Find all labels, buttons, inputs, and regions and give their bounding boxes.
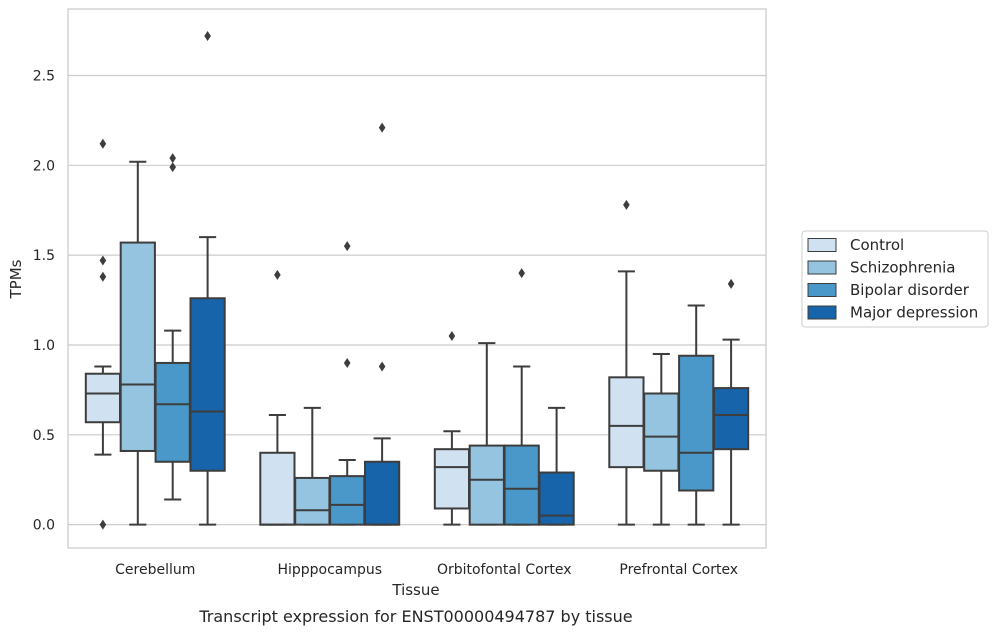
y-axis-label: TPMs <box>7 259 25 299</box>
x-axis-ticks: Cerebellum Hipppocampus Orbitofontal Corte… <box>115 562 738 578</box>
box <box>154 361 191 463</box>
outlier-point <box>623 199 630 210</box>
outlier-point <box>99 519 107 530</box>
legend-label: Major depression <box>850 304 978 322</box>
box-group <box>294 406 331 526</box>
outlier-point <box>99 138 107 149</box>
plot-frame <box>67 8 767 549</box>
box-group <box>84 138 122 530</box>
legend: Control Schizophrenia Bipolar disorder Majo… <box>801 230 989 328</box>
outlier-point <box>448 330 456 341</box>
box <box>503 444 540 526</box>
legend-swatch <box>807 305 837 320</box>
y-tick-label: 0.5 <box>33 428 55 444</box>
box-group <box>119 160 156 526</box>
box-group <box>329 241 366 526</box>
box <box>363 460 401 526</box>
outlier-point <box>343 241 351 252</box>
box <box>678 354 715 492</box>
box-group <box>643 352 680 526</box>
y-axis-ticks: 0.0 0.5 1.0 1.5 2.0 2.5 <box>33 68 55 533</box>
box <box>189 297 226 472</box>
y-tick-label: 0.0 <box>33 518 55 534</box>
box <box>433 448 471 510</box>
box <box>712 387 750 451</box>
box <box>329 475 366 526</box>
outlier-point <box>169 162 176 173</box>
box-group <box>154 153 191 501</box>
box-group <box>503 268 540 526</box>
legend-swatch <box>807 260 837 275</box>
legend-label: Control <box>850 236 904 254</box>
y-tick-label: 1.0 <box>33 338 55 354</box>
outlier-point <box>378 122 386 133</box>
box-group <box>608 199 645 526</box>
outlier-point <box>518 268 525 279</box>
legend-frame <box>801 230 989 328</box>
box-group <box>189 30 226 526</box>
legend-swatch <box>807 283 837 297</box>
y-tick-label: 2.5 <box>33 68 55 84</box>
box-group <box>363 122 401 526</box>
box <box>259 451 296 526</box>
x-tick-label: Hipppocampus <box>277 562 382 578</box>
box <box>468 444 505 526</box>
box-group <box>538 406 575 526</box>
outlier-point <box>169 153 176 164</box>
box <box>119 241 156 452</box>
outlier-point <box>343 357 351 368</box>
y-tick-label: 1.5 <box>33 248 55 264</box>
box-group <box>712 278 750 526</box>
boxes <box>84 30 750 530</box>
outlier-point <box>99 271 107 282</box>
x-tick-label: Orbitofontal Cortex <box>437 562 572 578</box>
chart-caption: Transcript expression for ENST0000049478… <box>198 607 632 626</box>
outlier-point <box>378 361 386 372</box>
outlier-point <box>274 269 281 280</box>
box <box>538 471 575 526</box>
box <box>294 476 331 526</box>
outlier-point <box>99 255 107 266</box>
box <box>84 372 122 424</box>
box <box>608 376 645 469</box>
outlier-point <box>204 30 211 41</box>
box-group <box>678 304 715 526</box>
legend-label: Bipolar disorder <box>850 281 970 299</box>
y-tick-label: 2.0 <box>33 158 55 174</box>
x-axis-label: Tissue <box>391 581 439 599</box>
x-tick-label: Prefrontal Cortex <box>619 562 738 578</box>
box-group <box>259 269 296 526</box>
legend-label: Schizophrenia <box>850 259 955 277</box>
x-tick-label: Cerebellum <box>115 562 195 578</box>
legend-swatch <box>807 238 837 252</box>
outlier-point <box>727 278 735 289</box>
box <box>643 392 680 472</box>
